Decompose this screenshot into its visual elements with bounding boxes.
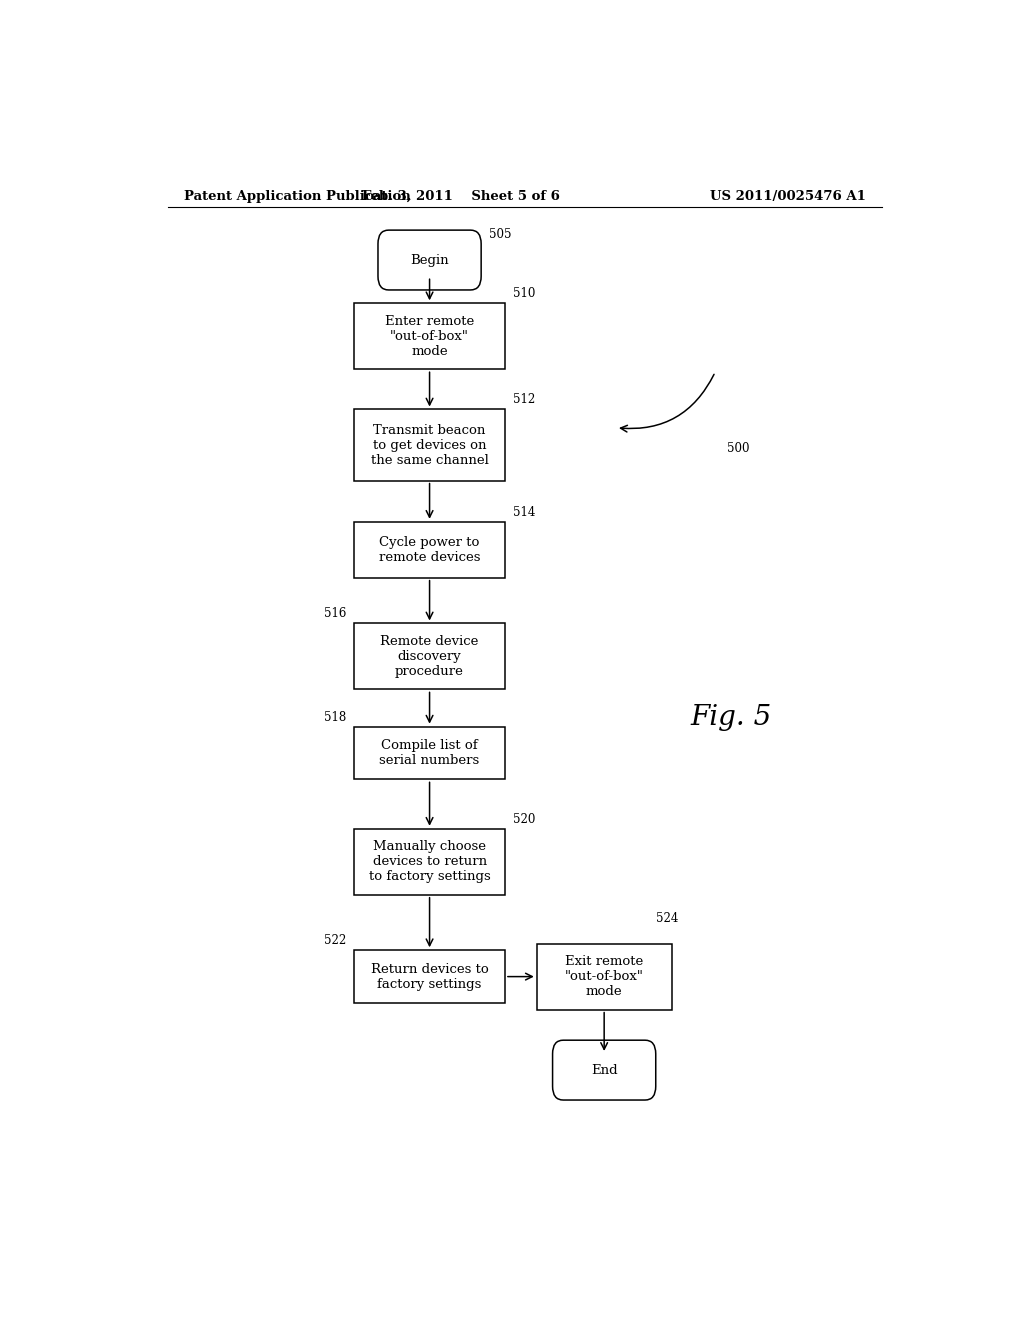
FancyBboxPatch shape bbox=[354, 304, 505, 370]
Text: Return devices to
factory settings: Return devices to factory settings bbox=[371, 962, 488, 990]
Text: US 2011/0025476 A1: US 2011/0025476 A1 bbox=[711, 190, 866, 202]
Text: 524: 524 bbox=[655, 912, 678, 925]
Text: Cycle power to
remote devices: Cycle power to remote devices bbox=[379, 536, 480, 564]
FancyBboxPatch shape bbox=[553, 1040, 655, 1100]
FancyBboxPatch shape bbox=[354, 726, 505, 779]
FancyBboxPatch shape bbox=[354, 950, 505, 1003]
Text: Remote device
discovery
procedure: Remote device discovery procedure bbox=[380, 635, 479, 678]
Text: Begin: Begin bbox=[411, 253, 449, 267]
Text: 518: 518 bbox=[324, 710, 346, 723]
Text: Transmit beacon
to get devices on
the same channel: Transmit beacon to get devices on the sa… bbox=[371, 424, 488, 466]
Text: Fig. 5: Fig. 5 bbox=[690, 704, 772, 731]
Text: Patent Application Publication: Patent Application Publication bbox=[183, 190, 411, 202]
Text: 520: 520 bbox=[513, 813, 536, 826]
Text: Enter remote
"out-of-box"
mode: Enter remote "out-of-box" mode bbox=[385, 314, 474, 358]
FancyBboxPatch shape bbox=[378, 230, 481, 290]
Text: Exit remote
"out-of-box"
mode: Exit remote "out-of-box" mode bbox=[564, 956, 644, 998]
Text: Compile list of
serial numbers: Compile list of serial numbers bbox=[380, 739, 479, 767]
Text: 516: 516 bbox=[324, 607, 346, 620]
Text: End: End bbox=[591, 1064, 617, 1077]
FancyBboxPatch shape bbox=[537, 944, 672, 1010]
Text: 514: 514 bbox=[513, 506, 536, 519]
Text: 510: 510 bbox=[513, 288, 536, 300]
Text: 500: 500 bbox=[727, 442, 750, 454]
Text: Feb. 3, 2011    Sheet 5 of 6: Feb. 3, 2011 Sheet 5 of 6 bbox=[362, 190, 560, 202]
FancyBboxPatch shape bbox=[354, 409, 505, 480]
FancyBboxPatch shape bbox=[354, 521, 505, 578]
Text: 505: 505 bbox=[489, 228, 512, 240]
FancyBboxPatch shape bbox=[354, 829, 505, 895]
Text: 522: 522 bbox=[324, 935, 346, 948]
Text: 512: 512 bbox=[513, 393, 536, 407]
FancyBboxPatch shape bbox=[354, 623, 505, 689]
Text: Manually choose
devices to return
to factory settings: Manually choose devices to return to fac… bbox=[369, 841, 490, 883]
